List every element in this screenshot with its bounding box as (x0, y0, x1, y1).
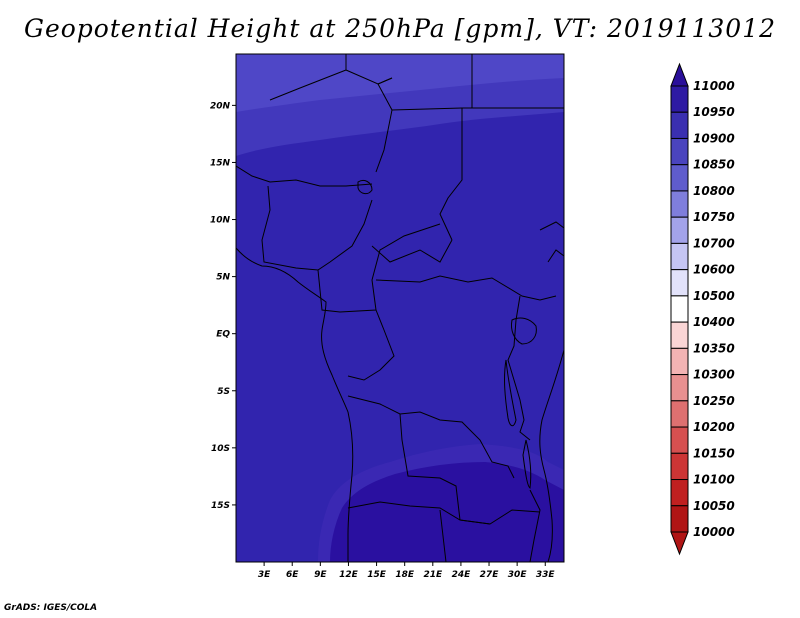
lon-tick-label: 33E (536, 570, 556, 580)
colorbar-label: 10250 (693, 394, 735, 408)
lake-malawi (522, 439, 532, 489)
border-sudan-west (439, 108, 463, 241)
lon-tick-label: 6E (286, 570, 299, 580)
colorbar-label: 10900 (693, 131, 735, 145)
west-coastline (236, 247, 354, 562)
colorbar-swatch (670, 216, 689, 244)
colorbar-swatch (670, 452, 689, 481)
lake-tanganyika (504, 359, 517, 427)
lon-tick-label: 30E (508, 570, 528, 580)
colorbar-swatch (670, 85, 689, 113)
colorbar-swatch (670, 505, 689, 533)
map-title: Geopotential Height at 250hPa [gpm], VT:… (23, 14, 777, 43)
colorbar-swatch (670, 347, 689, 376)
lake-chad (357, 179, 373, 195)
colorbar-swatch (670, 479, 689, 507)
border-congo-drc (347, 309, 395, 381)
border-chad-car (371, 239, 453, 263)
map-frame (235, 53, 565, 563)
colorbar-label: 10350 (693, 341, 735, 355)
lat-tick-label: 5S (217, 387, 230, 397)
colorbar-label: 10850 (693, 158, 735, 172)
colorbar-swatch (670, 321, 689, 349)
colorbar-label: 10400 (693, 315, 735, 329)
colorbar-top-arrow (670, 62, 689, 87)
colorbar-swatch (670, 111, 689, 139)
lat-tick-label: EQ (216, 330, 230, 340)
border-mozambique (529, 489, 541, 562)
coastlines-and-borders (236, 54, 564, 562)
border-sudan-egypt (391, 107, 564, 111)
lon-tick-label: 12E (339, 570, 359, 580)
colorbar-label: 10100 (693, 473, 735, 487)
colorbar-label: 10500 (693, 289, 735, 303)
east-coastline (539, 349, 564, 562)
border-niger-north (269, 69, 347, 101)
colorbar-swatch (670, 242, 689, 271)
lat-tick-label: 10N (210, 216, 231, 226)
border-botswana (439, 509, 447, 562)
latitude-axis: 20N 15N 10N 5N EQ 5S 10S 15S (210, 101, 236, 511)
colorbar-swatch (670, 269, 689, 297)
colorbar-bottom-arrow (670, 531, 689, 556)
border-mali-niger (236, 165, 373, 187)
lon-tick-label: 24E (452, 570, 472, 580)
colorbar-label: 10050 (693, 499, 735, 513)
grads-credit: GrADS: IGES/COLA (4, 603, 98, 613)
lat-tick-label: 15N (210, 158, 231, 168)
colorbar-label: 10300 (693, 368, 735, 382)
border-nigeria (261, 185, 373, 271)
lon-tick-label: 18E (395, 570, 415, 580)
border-drc-east (507, 295, 531, 441)
border-kenya-ethiopia (539, 221, 564, 231)
colorbar-swatch (670, 137, 689, 166)
border-angola-zambia (399, 413, 461, 521)
border-zambia-zimbabwe (459, 509, 541, 525)
colorbar-swatch (670, 295, 689, 323)
contour-field (236, 54, 564, 562)
border-drc-south (347, 395, 515, 479)
lat-tick-label: 5N (216, 273, 230, 283)
lon-tick-label: 15E (367, 570, 387, 580)
lon-tick-label: 3E (258, 570, 271, 580)
border-horn (547, 249, 564, 263)
colorbar-swatch (670, 426, 689, 454)
colorbar-label: 11000 (693, 79, 735, 93)
lon-tick-label: 9E (314, 570, 327, 580)
lat-tick-label: 15S (211, 501, 230, 511)
colorbar-swatch (670, 400, 689, 428)
colorbar-label: 10800 (693, 184, 735, 198)
border-car-south (375, 275, 557, 301)
lon-tick-label: 27E (480, 570, 500, 580)
colorbar-swatch (670, 190, 689, 218)
colorbar-label: 10200 (693, 420, 735, 434)
colorbar-swatch (670, 164, 689, 192)
lake-victoria (511, 317, 537, 345)
height-field-north-top (236, 54, 564, 112)
lat-tick-label: 10S (211, 444, 230, 454)
longitude-axis: 3E 6E 9E 12E 15E 18E 21E 24E 27E 30E 33E (258, 562, 556, 580)
colorbar-label: 10000 (693, 525, 735, 539)
colorbar-label: 10950 (693, 105, 735, 119)
colorbar-swatch (670, 374, 689, 402)
colorbar-label: 10150 (693, 446, 735, 460)
lon-tick-label: 21E (423, 570, 443, 580)
lat-tick-label: 20N (210, 101, 231, 111)
colorbar-label: 10600 (693, 263, 735, 277)
colorbar-label: 10750 (693, 210, 735, 224)
colorbar-label: 10700 (693, 236, 735, 250)
colorbar: 11000 10950 10900 10850 10800 10750 10700 10600… (670, 62, 735, 556)
